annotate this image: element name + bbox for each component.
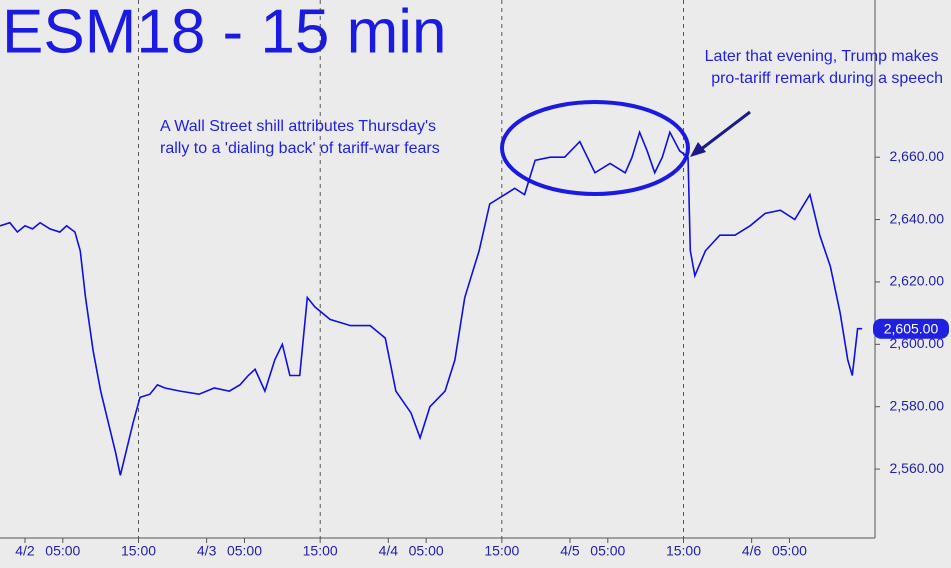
chart-title: ESM18 - 15 min [2,0,447,66]
price-line [0,129,863,476]
y-tick-label: 2,600.00 [890,335,945,351]
x-tick-label: 15:00 [303,543,338,559]
x-tick-label: 05:00 [590,543,625,559]
x-tick-label: 4/4 [379,543,399,559]
x-tick-label: 05:00 [409,543,444,559]
y-tick-label: 2,640.00 [890,210,945,226]
x-tick-label: 05:00 [227,543,262,559]
y-tick-label: 2,660.00 [890,148,945,164]
x-tick-label: 4/3 [197,543,217,559]
x-tick-label: 15:00 [666,543,701,559]
x-tick-label: 05:00 [772,543,807,559]
x-tick-label: 05:00 [45,543,80,559]
x-tick-label: 15:00 [484,543,519,559]
annotation: A Wall Street shill attributes Thursday'… [160,118,441,157]
x-tick-label: 15:00 [121,543,156,559]
arrow-shaft [699,110,751,152]
last-value-label: 2,605.00 [884,320,939,336]
last-value-box [873,318,949,339]
y-tick-label: 2,620.00 [890,273,945,289]
annotation: Later that evening, Trump makes pro-tari… [705,48,943,87]
annotation-line: Later that evening, Trump makes [705,48,939,65]
x-tick-label: 4/6 [742,543,762,559]
x-tick-label: 4/5 [560,543,580,559]
y-tick-label: 2,560.00 [890,460,945,476]
annotation-line: pro-tariff remark during a speech [711,70,943,87]
annotation-line: A Wall Street shill attributes Thursday'… [160,118,436,135]
x-tick-label: 4/2 [15,543,35,559]
arrow-head [690,142,706,157]
y-tick-label: 2,580.00 [890,397,945,413]
annotation-line: rally to a 'dialing back' of tariff-war … [160,140,440,157]
